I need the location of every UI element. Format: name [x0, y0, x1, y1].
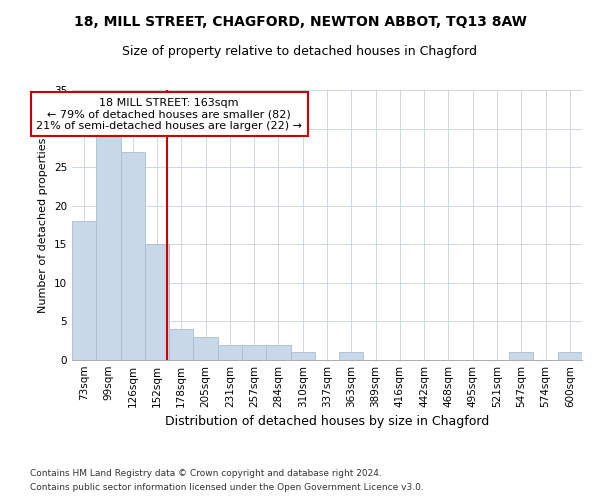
Bar [339, 352, 364, 360]
Bar [266, 344, 290, 360]
Text: Size of property relative to detached houses in Chagford: Size of property relative to detached ho… [122, 45, 478, 58]
Text: 18, MILL STREET, CHAGFORD, NEWTON ABBOT, TQ13 8AW: 18, MILL STREET, CHAGFORD, NEWTON ABBOT,… [74, 15, 526, 29]
Bar [145, 244, 169, 360]
Bar [96, 136, 121, 360]
Bar [72, 221, 96, 360]
Bar [242, 344, 266, 360]
Text: Contains HM Land Registry data © Crown copyright and database right 2024.: Contains HM Land Registry data © Crown c… [30, 468, 382, 477]
Y-axis label: Number of detached properties: Number of detached properties [38, 138, 49, 312]
X-axis label: Distribution of detached houses by size in Chagford: Distribution of detached houses by size … [165, 416, 489, 428]
Bar [509, 352, 533, 360]
Bar [218, 344, 242, 360]
Bar [558, 352, 582, 360]
Bar [121, 152, 145, 360]
Bar [169, 329, 193, 360]
Text: Contains public sector information licensed under the Open Government Licence v3: Contains public sector information licen… [30, 484, 424, 492]
Bar [193, 337, 218, 360]
Bar [290, 352, 315, 360]
Text: 18 MILL STREET: 163sqm
← 79% of detached houses are smaller (82)
21% of semi-det: 18 MILL STREET: 163sqm ← 79% of detached… [36, 98, 302, 131]
